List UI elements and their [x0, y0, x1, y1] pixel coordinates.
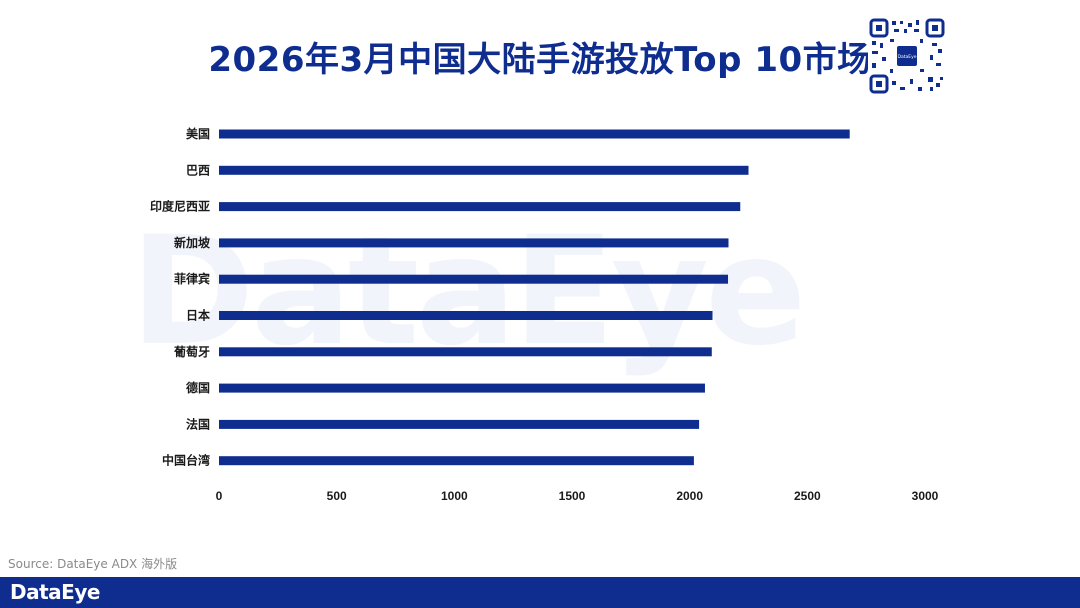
category-label: 德国	[186, 380, 210, 395]
category-label: 菲律宾	[174, 271, 210, 286]
x-tick-label: 2500	[794, 489, 821, 503]
bar	[219, 311, 713, 320]
chart-title: 2026年3月中国大陆手游投放Top 10市场	[208, 40, 872, 80]
x-tick-label: 1000	[441, 489, 468, 503]
category-label: 葡萄牙	[173, 344, 210, 359]
x-tick-label: 0	[216, 489, 223, 503]
source-note: Source: DataEye ADX 海外版	[8, 557, 178, 571]
category-label: 新加坡	[174, 235, 211, 250]
x-tick-label: 3000	[912, 489, 939, 503]
footer-logo: DataEye	[10, 580, 100, 604]
category-label: 美国	[186, 126, 210, 141]
x-tick-label: 2000	[676, 489, 703, 503]
category-label: 巴西	[186, 163, 210, 177]
bar	[219, 456, 694, 466]
bar	[219, 347, 712, 357]
bar	[219, 274, 729, 284]
bar	[219, 202, 741, 212]
bar	[219, 129, 850, 139]
category-label: 日本	[186, 308, 210, 323]
category-label: 中国台湾	[162, 453, 210, 468]
qr-center-label: DataEye	[897, 54, 916, 60]
category-label: 法国	[186, 416, 210, 431]
footer-bar: DataEye	[0, 577, 1080, 608]
bar	[219, 383, 705, 393]
x-tick-label: 500	[327, 489, 347, 503]
bar	[219, 238, 729, 248]
category-label: 印度尼西亚	[150, 199, 210, 214]
x-tick-label: 1500	[559, 489, 586, 503]
bar	[219, 165, 749, 175]
bar	[219, 419, 700, 429]
qr-code-icon: DataEye	[868, 17, 946, 95]
